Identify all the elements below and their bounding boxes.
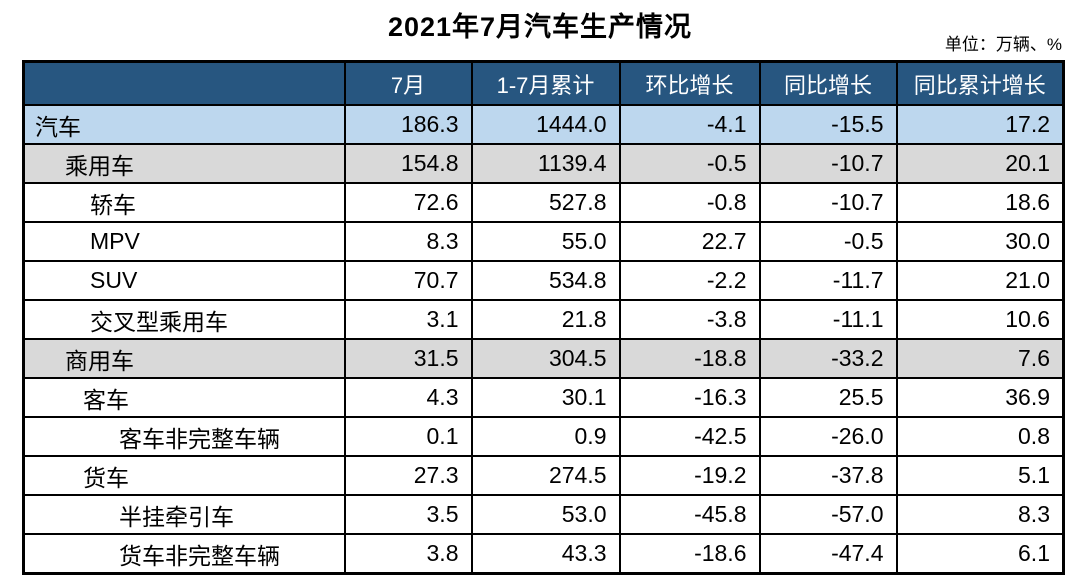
value-cell: -37.8 bbox=[758, 455, 898, 496]
value-cell: 10.6 bbox=[895, 299, 1065, 340]
row-label: 轿车 bbox=[22, 182, 346, 223]
value-cell: -18.6 bbox=[618, 533, 761, 575]
value-cell: -15.5 bbox=[758, 104, 898, 145]
value-cell: 274.5 bbox=[470, 455, 621, 496]
value-cell: 527.8 bbox=[470, 182, 621, 223]
unit-note: 单位：万辆、% bbox=[944, 35, 1062, 54]
value-cell: -11.1 bbox=[758, 299, 898, 340]
value-cell: 18.6 bbox=[895, 182, 1065, 223]
value-cell: 70.7 bbox=[343, 260, 473, 301]
value-cell: -4.1 bbox=[618, 104, 761, 145]
production-table: 7月 1-7月累计 环比增长 同比增长 同比累计增长 汽车 186.3 1444.0 -4.1… bbox=[22, 60, 1065, 575]
row-label: 汽车 bbox=[22, 104, 346, 145]
value-cell: -11.7 bbox=[758, 260, 898, 301]
table-row: 轿车 72.6 527.8 -0.8 -10.7 18.6 bbox=[22, 182, 1065, 223]
value-cell: -42.5 bbox=[618, 416, 761, 457]
value-cell: -0.5 bbox=[618, 143, 761, 184]
table-row: 商用车 31.5 304.5 -18.8 -33.2 7.6 bbox=[22, 338, 1065, 379]
value-cell: 6.1 bbox=[895, 533, 1065, 575]
value-cell: 304.5 bbox=[470, 338, 621, 379]
value-cell: -45.8 bbox=[618, 494, 761, 535]
value-cell: 8.3 bbox=[895, 494, 1065, 535]
value-cell: 3.8 bbox=[343, 533, 473, 575]
value-cell: -2.2 bbox=[618, 260, 761, 301]
value-cell: 20.1 bbox=[895, 143, 1065, 184]
value-cell: 0.9 bbox=[470, 416, 621, 457]
value-cell: 154.8 bbox=[343, 143, 473, 184]
value-cell: -26.0 bbox=[758, 416, 898, 457]
table-body: 汽车 186.3 1444.0 -4.1 -15.5 17.2 乘用车 154.8 1139.4… bbox=[22, 104, 1065, 575]
table-row: 半挂牵引车 3.5 53.0 -45.8 -57.0 8.3 bbox=[22, 494, 1065, 535]
row-label: 货车 bbox=[22, 455, 346, 496]
value-cell: 5.1 bbox=[895, 455, 1065, 496]
value-cell: 534.8 bbox=[470, 260, 621, 301]
column-header: 同比累计增长 bbox=[895, 60, 1065, 106]
value-cell: 1139.4 bbox=[470, 143, 621, 184]
header-row: 7月 1-7月累计 环比增长 同比增长 同比累计增长 bbox=[22, 60, 1065, 106]
row-label: 客车非完整车辆 bbox=[22, 416, 346, 457]
value-cell: -0.5 bbox=[758, 221, 898, 262]
value-cell: -19.2 bbox=[618, 455, 761, 496]
value-cell: 4.3 bbox=[343, 377, 473, 418]
row-label: SUV bbox=[22, 260, 346, 301]
value-cell: 17.2 bbox=[895, 104, 1065, 145]
row-label: 交叉型乘用车 bbox=[22, 299, 346, 340]
value-cell: 72.6 bbox=[343, 182, 473, 223]
value-cell: -16.3 bbox=[618, 377, 761, 418]
table-row: 客车 4.3 30.1 -16.3 25.5 36.9 bbox=[22, 377, 1065, 418]
value-cell: -3.8 bbox=[618, 299, 761, 340]
table-row: MPV 8.3 55.0 22.7 -0.5 30.0 bbox=[22, 221, 1065, 262]
value-cell: 55.0 bbox=[470, 221, 621, 262]
value-cell: -18.8 bbox=[618, 338, 761, 379]
column-header: 7月 bbox=[343, 60, 473, 106]
table-row: 乘用车 154.8 1139.4 -0.5 -10.7 20.1 bbox=[22, 143, 1065, 184]
table-row: 货车 27.3 274.5 -19.2 -37.8 5.1 bbox=[22, 455, 1065, 496]
table-row: SUV 70.7 534.8 -2.2 -11.7 21.0 bbox=[22, 260, 1065, 301]
value-cell: 3.5 bbox=[343, 494, 473, 535]
value-cell: -10.7 bbox=[758, 182, 898, 223]
value-cell: 186.3 bbox=[343, 104, 473, 145]
value-cell: 22.7 bbox=[618, 221, 761, 262]
table-row: 货车非完整车辆 3.8 43.3 -18.6 -47.4 6.1 bbox=[22, 533, 1065, 575]
table-row: 客车非完整车辆 0.1 0.9 -42.5 -26.0 0.8 bbox=[22, 416, 1065, 457]
row-label: 客车 bbox=[22, 377, 346, 418]
value-cell: 21.0 bbox=[895, 260, 1065, 301]
value-cell: 31.5 bbox=[343, 338, 473, 379]
value-cell: 36.9 bbox=[895, 377, 1065, 418]
value-cell: 30.1 bbox=[470, 377, 621, 418]
page-title: 2021年7月汽车生产情况 bbox=[387, 12, 693, 42]
corner-header-cell bbox=[22, 60, 346, 106]
value-cell: 30.0 bbox=[895, 221, 1065, 262]
column-header: 环比增长 bbox=[618, 60, 761, 106]
column-header: 1-7月累计 bbox=[470, 60, 621, 106]
value-cell: 25.5 bbox=[758, 377, 898, 418]
value-cell: 53.0 bbox=[470, 494, 621, 535]
row-label: 半挂牵引车 bbox=[22, 494, 346, 535]
value-cell: -0.8 bbox=[618, 182, 761, 223]
value-cell: 27.3 bbox=[343, 455, 473, 496]
value-cell: 3.1 bbox=[343, 299, 473, 340]
value-cell: -47.4 bbox=[758, 533, 898, 575]
value-cell: 43.3 bbox=[470, 533, 621, 575]
row-label: 乘用车 bbox=[22, 143, 346, 184]
row-label: 货车非完整车辆 bbox=[22, 533, 346, 575]
value-cell: -57.0 bbox=[758, 494, 898, 535]
value-cell: -10.7 bbox=[758, 143, 898, 184]
table-header: 7月 1-7月累计 环比增长 同比增长 同比累计增长 bbox=[22, 60, 1065, 106]
value-cell: 21.8 bbox=[470, 299, 621, 340]
value-cell: 0.8 bbox=[895, 416, 1065, 457]
table-row: 汽车 186.3 1444.0 -4.1 -15.5 17.2 bbox=[22, 104, 1065, 145]
value-cell: 8.3 bbox=[343, 221, 473, 262]
row-label: 商用车 bbox=[22, 338, 346, 379]
value-cell: 7.6 bbox=[895, 338, 1065, 379]
value-cell: 0.1 bbox=[343, 416, 473, 457]
value-cell: -33.2 bbox=[758, 338, 898, 379]
table-row: 交叉型乘用车 3.1 21.8 -3.8 -11.1 10.6 bbox=[22, 299, 1065, 340]
row-label: MPV bbox=[22, 221, 346, 262]
value-cell: 1444.0 bbox=[470, 104, 621, 145]
column-header: 同比增长 bbox=[758, 60, 898, 106]
